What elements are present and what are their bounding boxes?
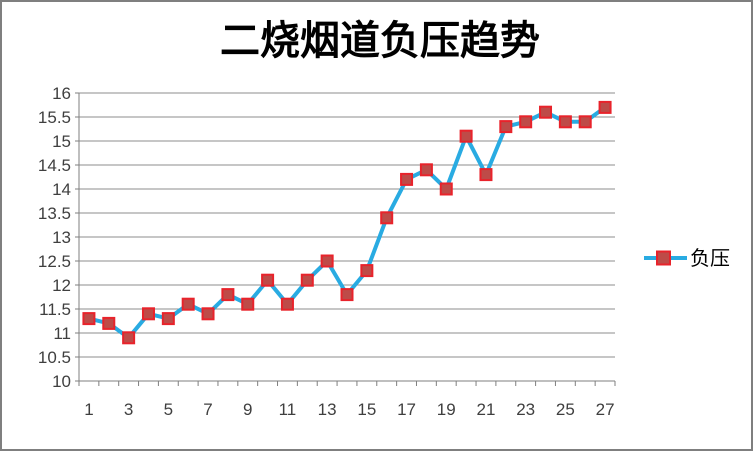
y-axis-label: 10.5 <box>38 348 71 367</box>
data-point-marker <box>141 307 155 321</box>
data-point-marker <box>439 182 453 196</box>
data-point-marker <box>578 115 592 129</box>
y-axis-label: 15.5 <box>38 108 71 127</box>
x-axis-label: 1 <box>84 400 93 419</box>
y-axis-label: 12 <box>52 276 71 295</box>
axes-layer <box>75 92 616 386</box>
data-point-marker <box>340 288 354 302</box>
data-point-marker <box>539 105 553 119</box>
y-axis-label: 13.5 <box>38 204 71 223</box>
x-axis-label: 15 <box>357 400 376 419</box>
data-point-marker <box>82 312 96 326</box>
data-point-marker <box>201 307 215 321</box>
data-point-marker <box>261 273 275 287</box>
data-point-marker <box>181 297 195 311</box>
x-axis-label: 25 <box>556 400 575 419</box>
series-layer <box>82 100 612 345</box>
data-point-marker <box>479 168 493 182</box>
x-axis-label: 17 <box>397 400 416 419</box>
x-axis-label: 23 <box>516 400 535 419</box>
y-axis-label: 13 <box>52 228 71 247</box>
data-point-marker <box>598 100 612 114</box>
data-point-marker <box>499 120 513 134</box>
data-point-marker <box>161 312 175 326</box>
data-point-marker <box>102 316 116 330</box>
data-point-marker <box>221 288 235 302</box>
x-axis-label: 7 <box>203 400 212 419</box>
x-axis-label: 21 <box>477 400 496 419</box>
data-point-marker <box>280 297 294 311</box>
y-axis-label: 15 <box>52 132 71 151</box>
y-axis-label: 14 <box>52 180 71 199</box>
data-point-marker <box>459 129 473 143</box>
y-axis-label: 16 <box>52 84 71 103</box>
y-axis-label: 11 <box>53 324 71 343</box>
legend: 负压 <box>644 247 730 270</box>
x-axis-label: 3 <box>124 400 133 419</box>
y-axis-label: 14.5 <box>38 156 71 175</box>
data-point-marker <box>122 331 136 345</box>
y-axis-label: 12.5 <box>38 252 71 271</box>
data-point-marker <box>360 264 374 278</box>
x-axis-label: 13 <box>318 400 337 419</box>
x-axis-label: 11 <box>279 400 297 419</box>
data-point-marker <box>558 115 572 129</box>
data-point-marker <box>380 211 394 225</box>
data-point-marker <box>300 273 314 287</box>
x-axis-label: 9 <box>243 400 252 419</box>
legend-label: 负压 <box>690 247 730 270</box>
x-axis-label: 27 <box>596 400 615 419</box>
data-point-marker <box>241 297 255 311</box>
y-axis-label: 11.5 <box>39 300 71 319</box>
chart-title: 二烧烟道负压趋势 <box>220 18 540 63</box>
data-point-marker <box>519 115 533 129</box>
data-point-marker <box>320 254 334 268</box>
data-point-marker <box>400 172 414 186</box>
x-axis-label: 19 <box>437 400 456 419</box>
y-axis-label: 10 <box>52 372 71 391</box>
legend-marker-swatch <box>656 250 671 266</box>
x-axis-label: 5 <box>164 400 173 419</box>
data-point-marker <box>419 163 433 177</box>
